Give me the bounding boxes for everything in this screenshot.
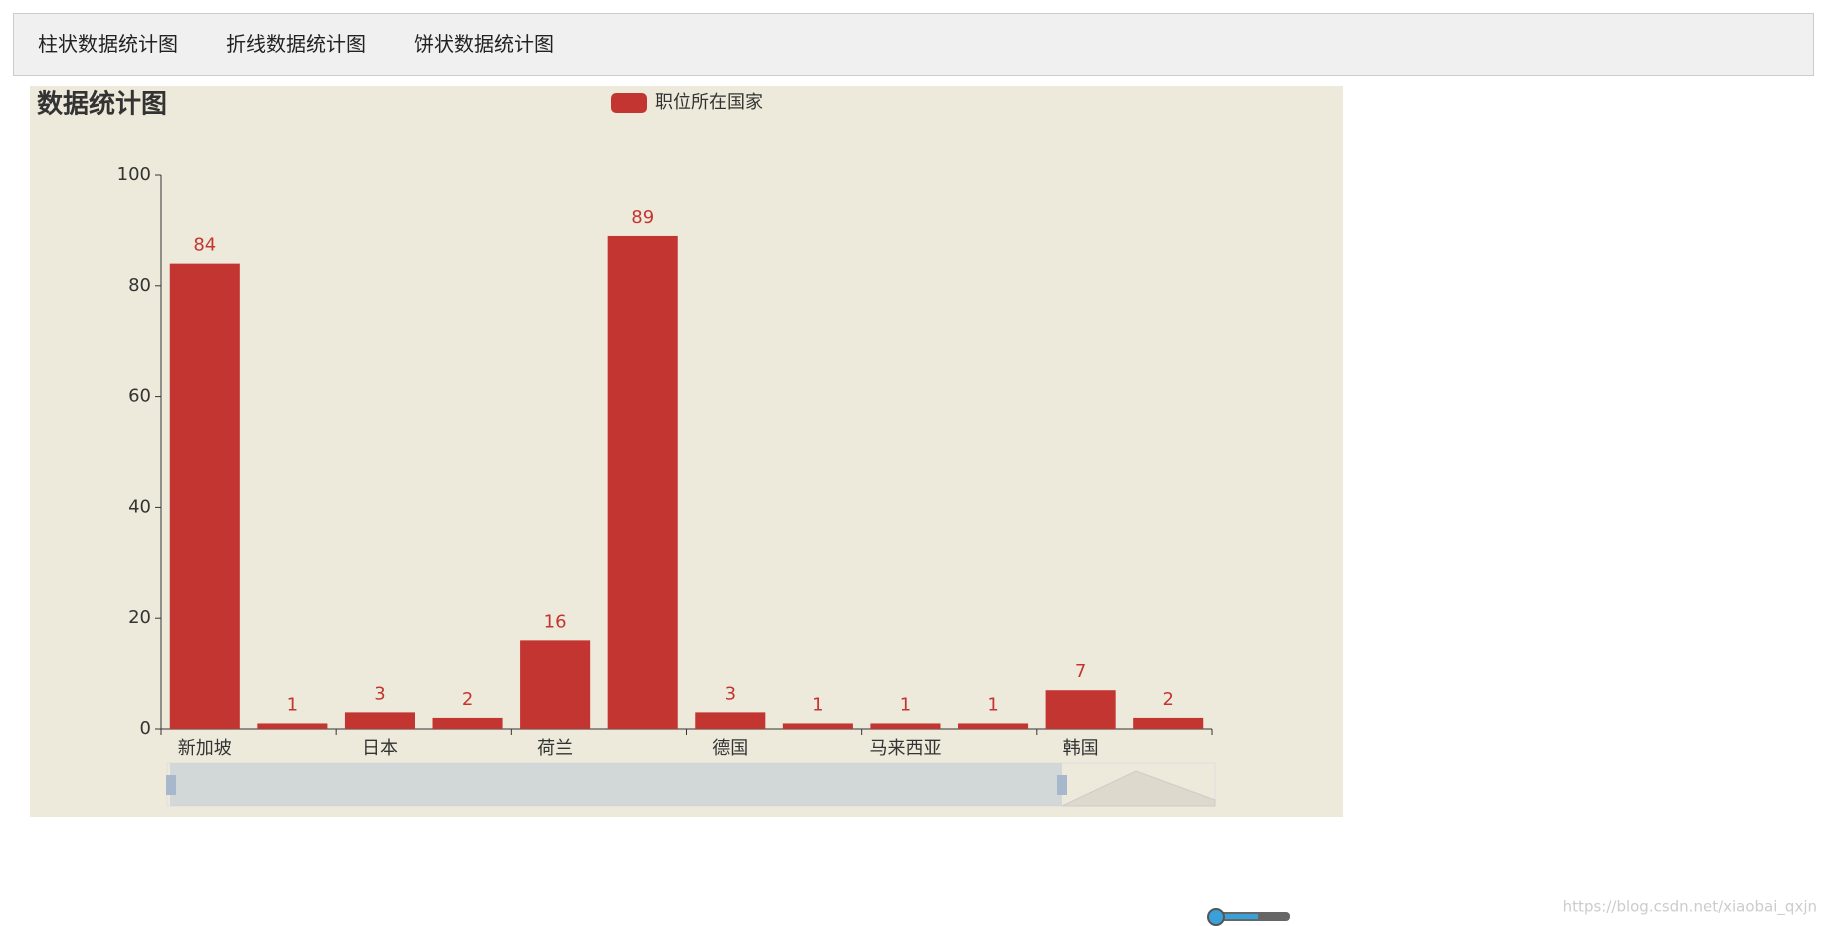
data-label: 2: [1162, 689, 1173, 710]
slider: [1207, 908, 1290, 926]
tab[interactable]: 饼状数据统计图: [414, 32, 554, 56]
x-tick-label: 马来西亚: [869, 738, 941, 759]
y-tick-label: 40: [128, 496, 151, 517]
data-zoom: [166, 762, 1216, 807]
data-label: 84: [193, 235, 216, 256]
zoom-handle: [166, 775, 176, 795]
x-tick-label: 新加坡: [178, 738, 232, 759]
legend-label: 职位所在国家: [655, 92, 763, 113]
chart-background: [30, 86, 1343, 817]
chart-title: 数据统计图: [37, 89, 167, 120]
y-tick-label: 20: [128, 607, 151, 628]
watermark: https://blog.csdn.net/xiaobai_qxjn: [1563, 898, 1817, 917]
bar: [344, 712, 415, 729]
bar: [782, 723, 853, 729]
bar: [870, 723, 941, 729]
x-tick-label: 荷兰: [537, 738, 573, 759]
x-tick-label: 日本: [362, 738, 398, 759]
data-label: 3: [374, 683, 385, 704]
data-label: 7: [1075, 661, 1086, 682]
slider-fill: [1213, 914, 1258, 919]
slider-track: [1209, 912, 1290, 921]
zoom-frame: [166, 762, 1216, 807]
y-tick-label: 0: [140, 718, 151, 739]
zoom-window: [170, 763, 1062, 806]
bar: [1045, 690, 1116, 729]
tab[interactable]: 折线数据统计图: [226, 32, 366, 56]
x-tick-label: 韩国: [1063, 738, 1099, 759]
slider-knob: [1207, 908, 1225, 926]
y-tick-label: 80: [128, 275, 151, 296]
bar: [169, 263, 240, 729]
bar: [695, 712, 766, 729]
data-label: 2: [462, 689, 473, 710]
data-label: 1: [287, 694, 298, 715]
bar: [432, 717, 503, 729]
bar: [958, 723, 1029, 729]
tab[interactable]: 柱状数据统计图: [38, 32, 178, 56]
bar: [607, 235, 678, 729]
data-label: 89: [631, 207, 654, 228]
data-label: 1: [900, 694, 911, 715]
bar: [1133, 717, 1204, 729]
tab-bar: 柱状数据统计图 折线数据统计图 饼状数据统计图: [13, 13, 1814, 76]
data-label: 1: [812, 694, 823, 715]
y-tick-label: 100: [117, 164, 151, 185]
bar: [257, 723, 328, 729]
zoom-handle: [1057, 775, 1067, 795]
data-label: 3: [725, 683, 736, 704]
legend-swatch: [611, 93, 647, 113]
zoom-preview: [1061, 770, 1216, 807]
data-label: 1: [987, 694, 998, 715]
data-label: 16: [544, 611, 567, 632]
x-tick-label: 德国: [712, 738, 748, 759]
bar: [520, 640, 591, 729]
y-tick-label: 60: [128, 386, 151, 407]
